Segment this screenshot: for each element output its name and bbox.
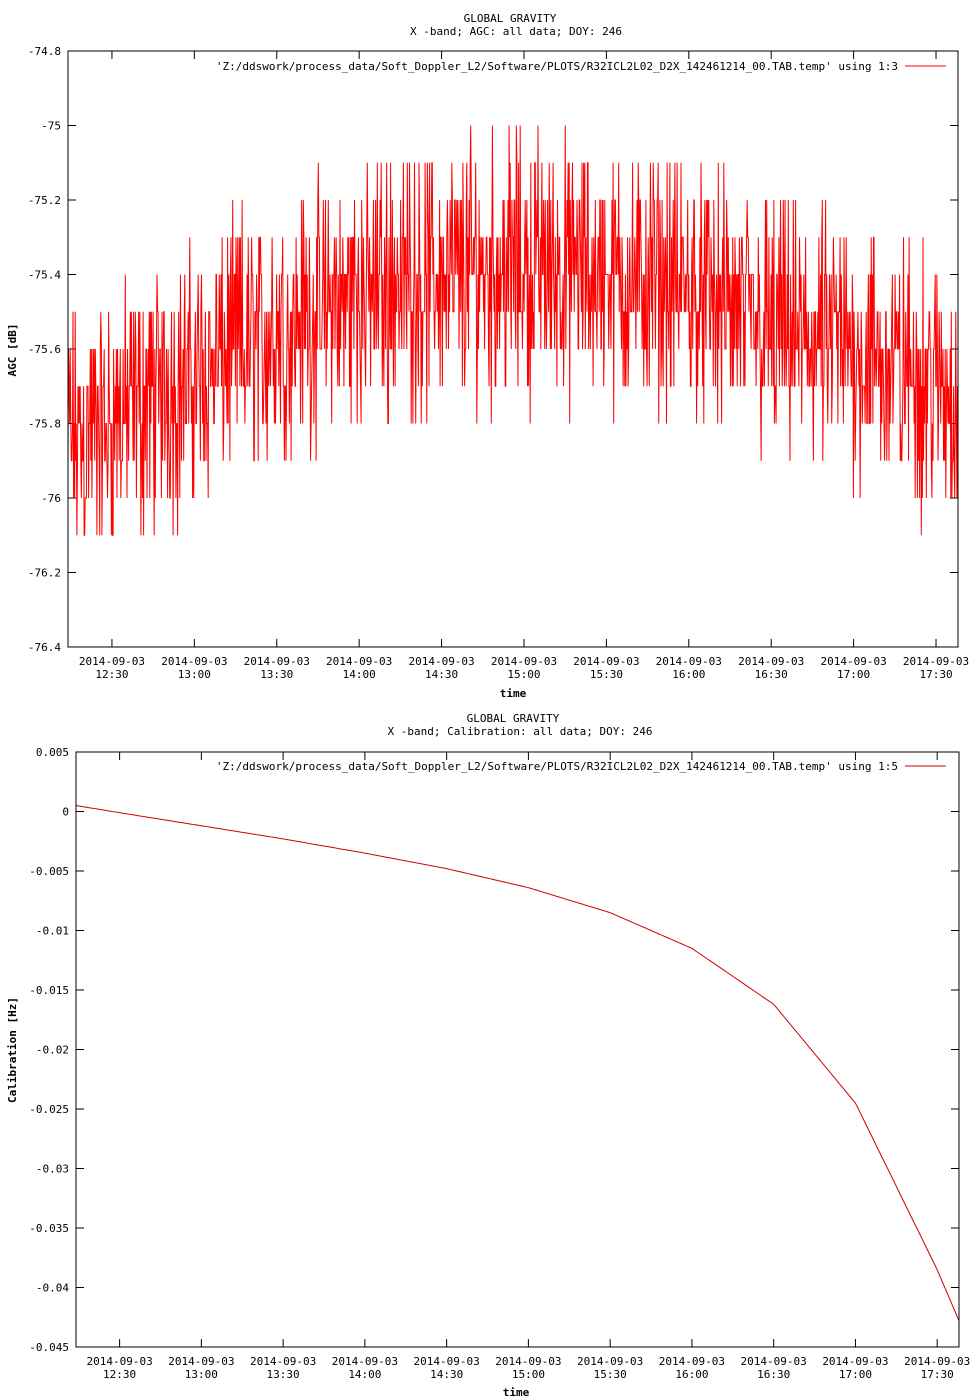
x-tick-date: 2014-09-03 xyxy=(577,1355,643,1368)
legend-label: 'Z:/ddswork/process_data/Soft_Doppler_L2… xyxy=(216,60,898,73)
x-tick-date: 2014-09-03 xyxy=(408,655,474,668)
x-tick-time: 13:30 xyxy=(267,1368,300,1381)
y-tick-label: -75.6 xyxy=(28,343,61,356)
x-tick-time: 14:30 xyxy=(425,668,458,681)
plot-area xyxy=(75,805,960,1322)
y-tick-label: 0.005 xyxy=(36,746,69,759)
x-tick-date: 2014-09-03 xyxy=(491,655,557,668)
x-tick-date: 2014-09-03 xyxy=(168,1355,234,1368)
y-tick-label: -76.2 xyxy=(28,567,61,580)
x-tick-date: 2014-09-03 xyxy=(903,655,969,668)
y-tick-label: -75.8 xyxy=(28,418,61,431)
y-tick-label: -0.035 xyxy=(29,1222,69,1235)
y-tick-label: -76.4 xyxy=(28,641,61,654)
x-tick-time: 16:00 xyxy=(675,1368,708,1381)
x-tick-time: 13:00 xyxy=(178,668,211,681)
x-tick-time: 15:30 xyxy=(594,1368,627,1381)
x-tick-time: 14:30 xyxy=(430,1368,463,1381)
legend-label: 'Z:/ddswork/process_data/Soft_Doppler_L2… xyxy=(216,760,898,773)
x-tick-time: 13:00 xyxy=(185,1368,218,1381)
x-tick-date: 2014-09-03 xyxy=(656,655,722,668)
x-tick-time: 17:30 xyxy=(919,668,952,681)
y-ticks: 0.005 0 -0.005 -0.01 -0.015 -0.02 -0.025 -0.03 -… xyxy=(29,746,959,1354)
x-tick-date: 2014-09-03 xyxy=(822,1355,888,1368)
x-tick-time: 12:30 xyxy=(103,1368,136,1381)
x-tick-date: 2014-09-03 xyxy=(495,1355,561,1368)
y-tick-label: -75.4 xyxy=(28,269,61,282)
x-tick-date: 2014-09-03 xyxy=(326,655,392,668)
x-tick-date: 2014-09-03 xyxy=(904,1355,970,1368)
x-tick-date: 2014-09-03 xyxy=(573,655,639,668)
y-tick-label: -0.01 xyxy=(36,925,69,938)
x-ticks: 2014-09-0312:302014-09-0313:002014-09-03… xyxy=(79,51,969,681)
x-tick-time: 16:30 xyxy=(755,668,788,681)
x-tick-time: 16:00 xyxy=(672,668,705,681)
x-tick-date: 2014-09-03 xyxy=(738,655,804,668)
x-tick-time: 16:30 xyxy=(757,1368,790,1381)
y-tick-label: -0.045 xyxy=(29,1341,69,1354)
x-tick-time: 17:00 xyxy=(837,668,870,681)
x-tick-date: 2014-09-03 xyxy=(659,1355,725,1368)
x-tick-time: 15:00 xyxy=(507,668,540,681)
x-ticks: 2014-09-0312:302014-09-0313:002014-09-03… xyxy=(86,752,970,1381)
x-tick-date: 2014-09-03 xyxy=(250,1355,316,1368)
series-line xyxy=(75,805,960,1322)
x-tick-time: 15:00 xyxy=(512,1368,545,1381)
y-tick-label: -74.8 xyxy=(28,45,61,58)
y-tick-label: -0.025 xyxy=(29,1103,69,1116)
y-tick-label: -0.015 xyxy=(29,984,69,997)
y-tick-label: -0.03 xyxy=(36,1163,69,1176)
y-tick-label: -75 xyxy=(41,120,61,133)
x-tick-time: 12:30 xyxy=(95,668,128,681)
plot-area xyxy=(67,125,959,536)
x-tick-time: 15:30 xyxy=(590,668,623,681)
x-tick-time: 17:30 xyxy=(921,1368,954,1381)
chart-title: GLOBAL GRAVITY xyxy=(467,712,560,725)
y-tick-label: -0.02 xyxy=(36,1044,69,1057)
plot-frame xyxy=(75,751,960,1348)
plot-frame xyxy=(67,50,959,648)
chart-subtitle: X -band; AGC: all data; DOY: 246 xyxy=(410,25,622,38)
x-tick-date: 2014-09-03 xyxy=(244,655,310,668)
x-tick-date: 2014-09-03 xyxy=(332,1355,398,1368)
x-tick-date: 2014-09-03 xyxy=(86,1355,152,1368)
y-axis-label: AGC [dB] xyxy=(6,324,19,377)
x-tick-time: 14:00 xyxy=(343,668,376,681)
agc-chart: GLOBAL GRAVITY X -band; AGC: all data; D… xyxy=(6,12,969,700)
x-tick-date: 2014-09-03 xyxy=(414,1355,480,1368)
x-tick-date: 2014-09-03 xyxy=(821,655,887,668)
y-ticks: -74.8 -75 -75.2 -75.4 -75.6 -75.8 -76 -76.2 -76.… xyxy=(28,45,958,654)
y-axis-label: Calibration [Hz] xyxy=(6,997,19,1103)
x-tick-date: 2014-09-03 xyxy=(161,655,227,668)
y-tick-label: -0.04 xyxy=(36,1282,69,1295)
y-tick-label: -75.2 xyxy=(28,194,61,207)
y-tick-label: 0 xyxy=(62,806,69,819)
y-tick-label: -76 xyxy=(41,492,61,505)
series-line xyxy=(67,125,959,536)
chart-title: GLOBAL GRAVITY xyxy=(464,12,557,25)
x-tick-date: 2014-09-03 xyxy=(79,655,145,668)
x-tick-time: 14:00 xyxy=(348,1368,381,1381)
y-tick-label: -0.005 xyxy=(29,865,69,878)
x-tick-time: 17:00 xyxy=(839,1368,872,1381)
x-tick-time: 13:30 xyxy=(260,668,293,681)
calibration-chart: GLOBAL GRAVITY X -band; Calibration: all… xyxy=(6,712,970,1399)
x-axis-label: time xyxy=(503,1386,530,1399)
x-tick-date: 2014-09-03 xyxy=(741,1355,807,1368)
x-axis-label: time xyxy=(500,687,527,700)
chart-subtitle: X -band; Calibration: all data; DOY: 246 xyxy=(388,725,653,738)
